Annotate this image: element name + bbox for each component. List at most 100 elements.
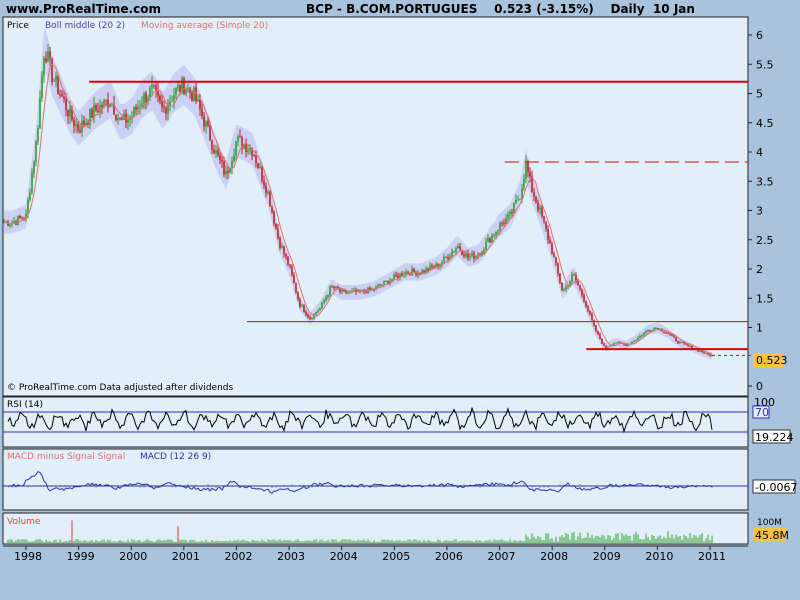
bollinger-band: [4, 29, 712, 360]
macd-hist-label: MACD minus Signal Signal: [7, 452, 125, 462]
candle-body: [85, 122, 87, 125]
candle-body: [277, 228, 279, 239]
candle-body: [285, 253, 287, 257]
candle-body: [43, 58, 45, 76]
candle-body: [531, 176, 533, 193]
candle-body: [287, 256, 289, 265]
candle-body: [103, 99, 105, 108]
candle-body: [343, 289, 345, 291]
candle-body: [57, 75, 59, 95]
candle-body: [197, 99, 199, 102]
candle-body: [157, 90, 159, 96]
candle-body: [267, 191, 269, 194]
candle-body: [231, 160, 233, 169]
candle-body: [491, 235, 493, 243]
candle-body: [399, 273, 401, 279]
site-name[interactable]: www.ProRealTime.com: [6, 2, 161, 16]
candle-body: [239, 136, 241, 138]
candle-body: [551, 243, 553, 254]
candle-body: [517, 199, 519, 201]
candle-body: [465, 253, 467, 257]
candle-body: [671, 334, 673, 336]
candle-body: [333, 286, 335, 289]
candle-body: [195, 87, 197, 102]
candle-body: [353, 290, 355, 292]
candle-body: [169, 101, 171, 106]
candle-body: [259, 166, 261, 168]
candle-body: [545, 221, 547, 229]
candle-body: [165, 108, 167, 114]
rsi-path: [7, 406, 713, 434]
rsi-tick-70: 70: [755, 406, 769, 419]
candle-body: [317, 310, 319, 313]
candle-body: [221, 160, 223, 162]
candle-body: [603, 343, 605, 346]
price-tick-label: 4.5: [756, 117, 774, 130]
candle-body: [283, 246, 285, 254]
candle-body: [681, 341, 683, 343]
x-tick-label: 2006: [435, 550, 463, 563]
candle-body: [623, 343, 625, 345]
candle-body: [617, 341, 619, 343]
candle-body: [243, 144, 245, 149]
candle-body: [247, 149, 249, 153]
candle-body: [47, 51, 49, 62]
candle-body: [261, 166, 263, 181]
x-tick-label: 2001: [172, 550, 200, 563]
legend-moving-average: Moving average (Simple 20): [141, 21, 268, 31]
candle-body: [135, 106, 137, 110]
candle-body: [481, 253, 483, 255]
candle-body: [375, 286, 377, 290]
candle-body: [451, 251, 453, 257]
x-tick-label: 2009: [593, 550, 621, 563]
candle-body: [427, 268, 429, 271]
price-tick-label: 4: [756, 146, 763, 159]
candle-body: [335, 286, 337, 289]
candle-body: [281, 246, 283, 248]
candle-body: [9, 224, 11, 226]
candle-body: [273, 211, 275, 224]
candle-body: [299, 299, 301, 307]
candle-body: [215, 150, 217, 153]
candle-body: [365, 291, 367, 294]
price-panel: [2, 16, 749, 397]
candle-body: [17, 216, 19, 225]
candle-body: [137, 106, 139, 110]
x-tick-label: 2007: [488, 550, 516, 563]
candle-body: [683, 342, 685, 344]
candle-body: [177, 85, 179, 88]
price-tick-label: 6: [756, 29, 763, 42]
candle-body: [109, 104, 111, 108]
candle-body: [301, 305, 303, 307]
candle-body: [237, 136, 239, 142]
rsi-panel: [2, 396, 749, 448]
volume-last-label: 45.8M: [755, 529, 789, 542]
candle-body: [213, 149, 215, 153]
candle-body: [321, 302, 323, 308]
candle-body: [401, 273, 403, 276]
price-tick-label: 3.5: [756, 175, 774, 188]
candle-body: [519, 199, 521, 201]
candle-body: [105, 99, 107, 101]
candle-body: [141, 103, 143, 107]
candle-body: [523, 178, 525, 189]
candle-body: [81, 120, 83, 133]
candle-body: [655, 328, 657, 330]
candle-body: [69, 107, 71, 117]
candle-body: [91, 109, 93, 118]
candle-body: [209, 125, 211, 141]
candle-body: [543, 216, 545, 222]
candle-body: [643, 332, 645, 336]
candle-body: [245, 144, 247, 153]
candle-body: [233, 155, 235, 161]
candle-body: [569, 280, 571, 286]
candle-body: [345, 290, 347, 293]
candle-body: [307, 314, 309, 318]
candle-body: [469, 256, 471, 258]
candle-body: [597, 331, 599, 334]
candle-body: [699, 350, 701, 352]
candle-body: [31, 173, 33, 193]
candle-body: [297, 292, 299, 300]
candle-body: [635, 340, 637, 342]
candle-body: [309, 317, 311, 320]
